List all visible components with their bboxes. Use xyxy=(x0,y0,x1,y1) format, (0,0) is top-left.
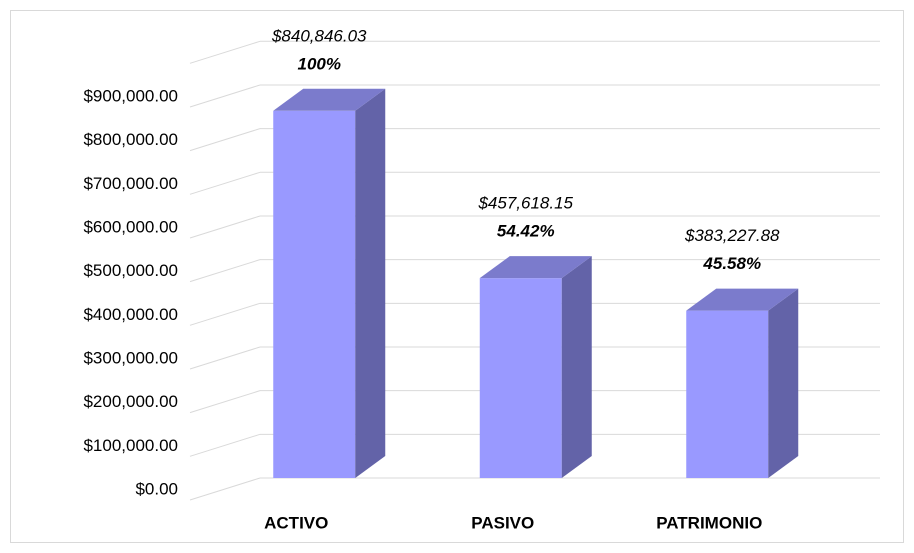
bar-side xyxy=(355,88,386,478)
y-tick-label: $300,000.00 xyxy=(83,348,178,367)
value-label: $457,618.15 xyxy=(477,194,573,213)
bar-side xyxy=(561,256,592,478)
bar-front xyxy=(686,310,769,478)
y-tick-label: $500,000.00 xyxy=(83,261,178,280)
y-tick-label: $100,000.00 xyxy=(83,436,178,455)
y-tick-label: $700,000.00 xyxy=(83,174,178,193)
bar-top xyxy=(686,288,799,311)
y-tick-label: $200,000.00 xyxy=(83,392,178,411)
grid-diagonal xyxy=(189,84,261,108)
grid-diagonal xyxy=(189,302,261,326)
percent-label: 45.58% xyxy=(702,254,761,273)
bar-front xyxy=(479,278,562,478)
bar-top xyxy=(479,256,592,279)
grid-diagonal xyxy=(189,259,261,283)
x-tick-label: ACTIVO xyxy=(264,513,328,532)
bar-side xyxy=(768,288,799,478)
grid-diagonal xyxy=(189,128,261,152)
value-label: $840,846.03 xyxy=(271,26,367,45)
grid-diagonal-top xyxy=(189,40,261,64)
bar-front xyxy=(273,110,356,478)
y-tick-label: $900,000.00 xyxy=(83,86,178,105)
percent-label: 100% xyxy=(298,54,341,73)
percent-label: 54.42% xyxy=(497,222,555,241)
grid-diagonal xyxy=(189,390,261,414)
x-tick-label: PATRIMONIO xyxy=(656,513,762,532)
value-label: $383,227.88 xyxy=(684,226,780,245)
x-tick-label: PASIVO xyxy=(471,513,534,532)
grid-diagonal xyxy=(189,215,261,239)
y-tick-label: $800,000.00 xyxy=(83,130,178,149)
y-tick-label: $0.00 xyxy=(135,479,178,498)
y-tick-label: $400,000.00 xyxy=(83,305,178,324)
bar-top xyxy=(273,88,386,111)
grid-diagonal xyxy=(189,346,261,370)
grid-diagonal xyxy=(189,433,261,457)
grid-diagonal xyxy=(189,477,261,501)
y-tick-label: $600,000.00 xyxy=(83,217,178,236)
grid-diagonal xyxy=(189,171,261,195)
